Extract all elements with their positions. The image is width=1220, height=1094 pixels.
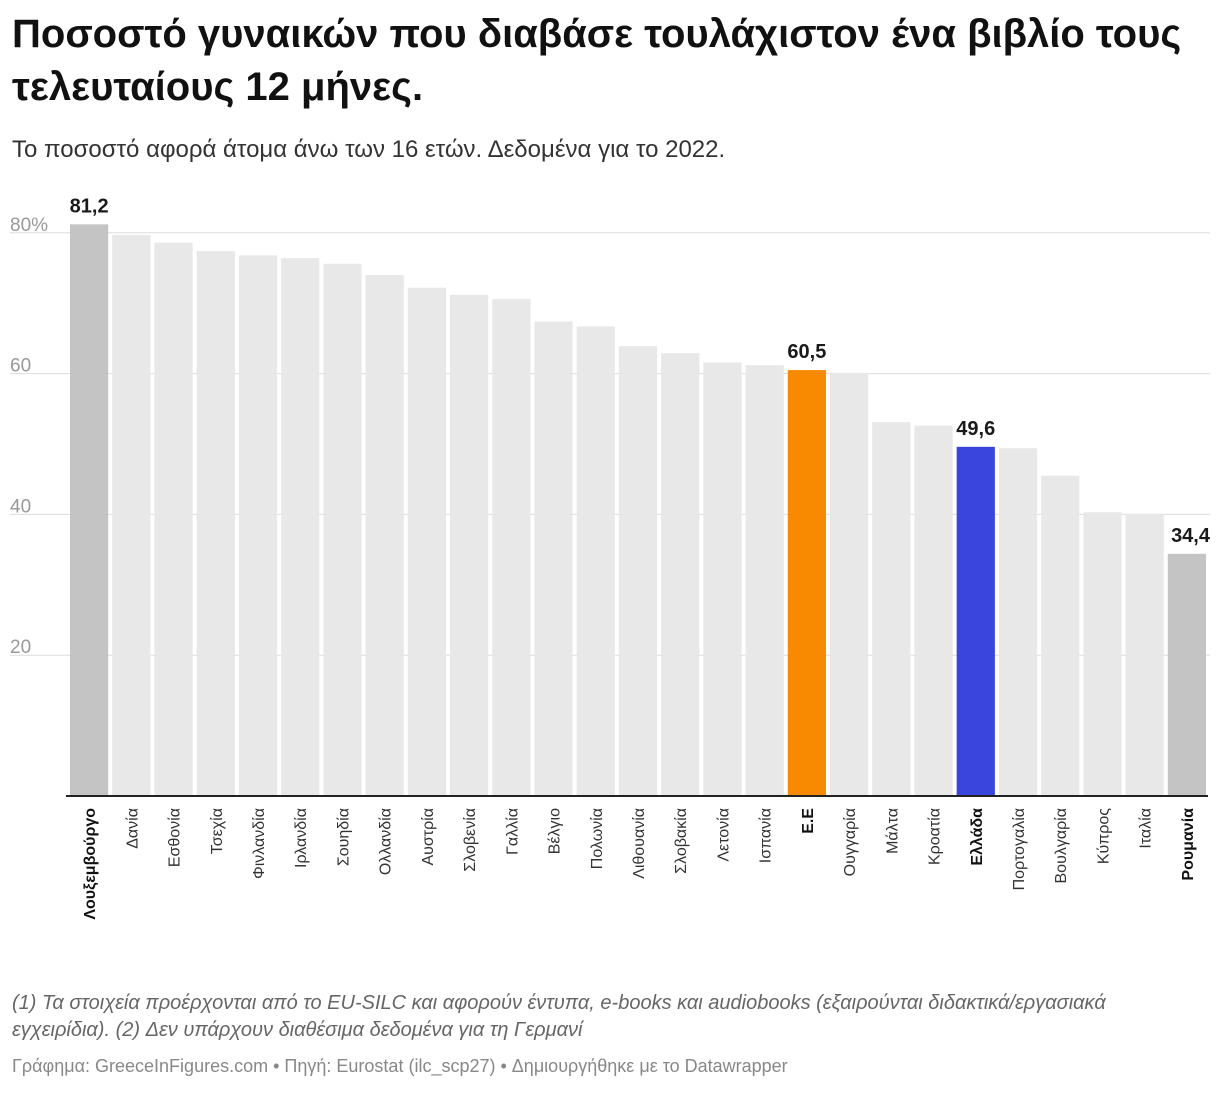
bar-7 <box>323 263 362 796</box>
bar-16 <box>703 362 742 796</box>
value-label: 60,5 <box>787 341 826 363</box>
category-label: Αυστρία <box>420 808 437 866</box>
bar-25 <box>1083 512 1122 796</box>
source-byline: Γράφημα: GreeceInFigures.com • Πηγή: Eur… <box>12 1056 788 1076</box>
bar-1 <box>70 224 109 797</box>
category-label: Ιρλανδία <box>293 808 310 868</box>
category-label: Λετονία <box>715 808 732 862</box>
category-label: Κύπρος <box>1095 808 1112 864</box>
bar-12 <box>534 321 573 796</box>
bar-9 <box>407 287 446 796</box>
category-label: Ε.Ε <box>800 808 817 834</box>
category-label: Ελλάδα <box>969 808 986 866</box>
bar-23 <box>998 448 1038 796</box>
category-label: Ιταλία <box>1138 808 1155 849</box>
category-label: Μάλτα <box>884 808 901 854</box>
y-tick-label: 20 <box>10 637 31 658</box>
value-label: 34,4 <box>1171 525 1211 547</box>
bar-chart: 20 40 60 80% 81,2 60,5 49,6 34,4 Λουξεμβούργο Δ… <box>10 195 1211 920</box>
category-label: Ουγγαρία <box>842 808 859 876</box>
category-label: Ολλανδία <box>378 808 395 875</box>
category-labels: Λουξεμβούργο Δανία Εσθονία Τσεχία Φινλανδία Ι… <box>82 808 1197 920</box>
bar-24 <box>1041 475 1080 796</box>
chart-title: Ποσοστό γυναικών που διαβάσε τουλάχιστον… <box>12 12 1182 109</box>
category-label: Σουηδία <box>335 808 352 866</box>
category-label: Λιθουανία <box>631 808 648 879</box>
bar-3 <box>154 242 193 796</box>
category-label: Βουλγαρία <box>1053 808 1070 883</box>
bar-18 <box>787 370 826 796</box>
bars <box>66 224 1208 797</box>
category-label: Λουξεμβούργο <box>82 808 99 920</box>
bar-10 <box>450 294 489 796</box>
bar-8 <box>365 275 404 796</box>
category-label: Ισπανία <box>758 808 775 863</box>
category-label: Πορτογαλία <box>1011 808 1028 890</box>
category-label: Δανία <box>124 808 141 849</box>
category-label: Γαλλία <box>504 808 521 855</box>
bar-26 <box>1125 513 1164 796</box>
category-label: Κροατία <box>927 808 944 865</box>
value-label: 81,2 <box>70 195 109 217</box>
bar-19 <box>830 372 869 796</box>
category-label: Σλοβακία <box>673 808 690 874</box>
y-tick-label: 80% <box>10 215 48 236</box>
bar-17 <box>745 365 784 796</box>
category-label: Ρουμανία <box>1180 808 1197 881</box>
category-label: Φινλανδία <box>251 808 268 879</box>
bar-11 <box>492 298 531 796</box>
bar-13 <box>576 326 615 796</box>
category-label: Πολωνία <box>589 808 606 869</box>
bar-15 <box>661 353 700 796</box>
value-labels: 81,2 60,5 49,6 34,4 <box>70 195 1211 546</box>
category-label: Εσθονία <box>167 808 184 867</box>
value-label: 49,6 <box>956 418 995 440</box>
category-label: Τσεχία <box>209 808 226 854</box>
y-tick-label: 40 <box>10 496 31 517</box>
bar-6 <box>281 258 320 796</box>
bar-20 <box>872 422 911 796</box>
bar-2 <box>112 234 151 797</box>
y-tick-label: 60 <box>10 356 31 377</box>
bar-4 <box>196 251 235 796</box>
footnotes: (1) Τα στοιχεία προέρχονται από το EU-SI… <box>12 992 1106 1041</box>
bar-5 <box>238 255 278 796</box>
bar-21 <box>914 425 953 796</box>
bar-14 <box>618 346 658 796</box>
category-label: Βέλγιο <box>547 808 564 854</box>
bar-27 <box>1167 553 1206 796</box>
chart-subtitle: Το ποσοστό αφορά άτομα άνω των 16 ετών. … <box>12 136 726 163</box>
category-label: Σλοβενία <box>462 808 479 872</box>
bar-22 <box>956 446 995 796</box>
